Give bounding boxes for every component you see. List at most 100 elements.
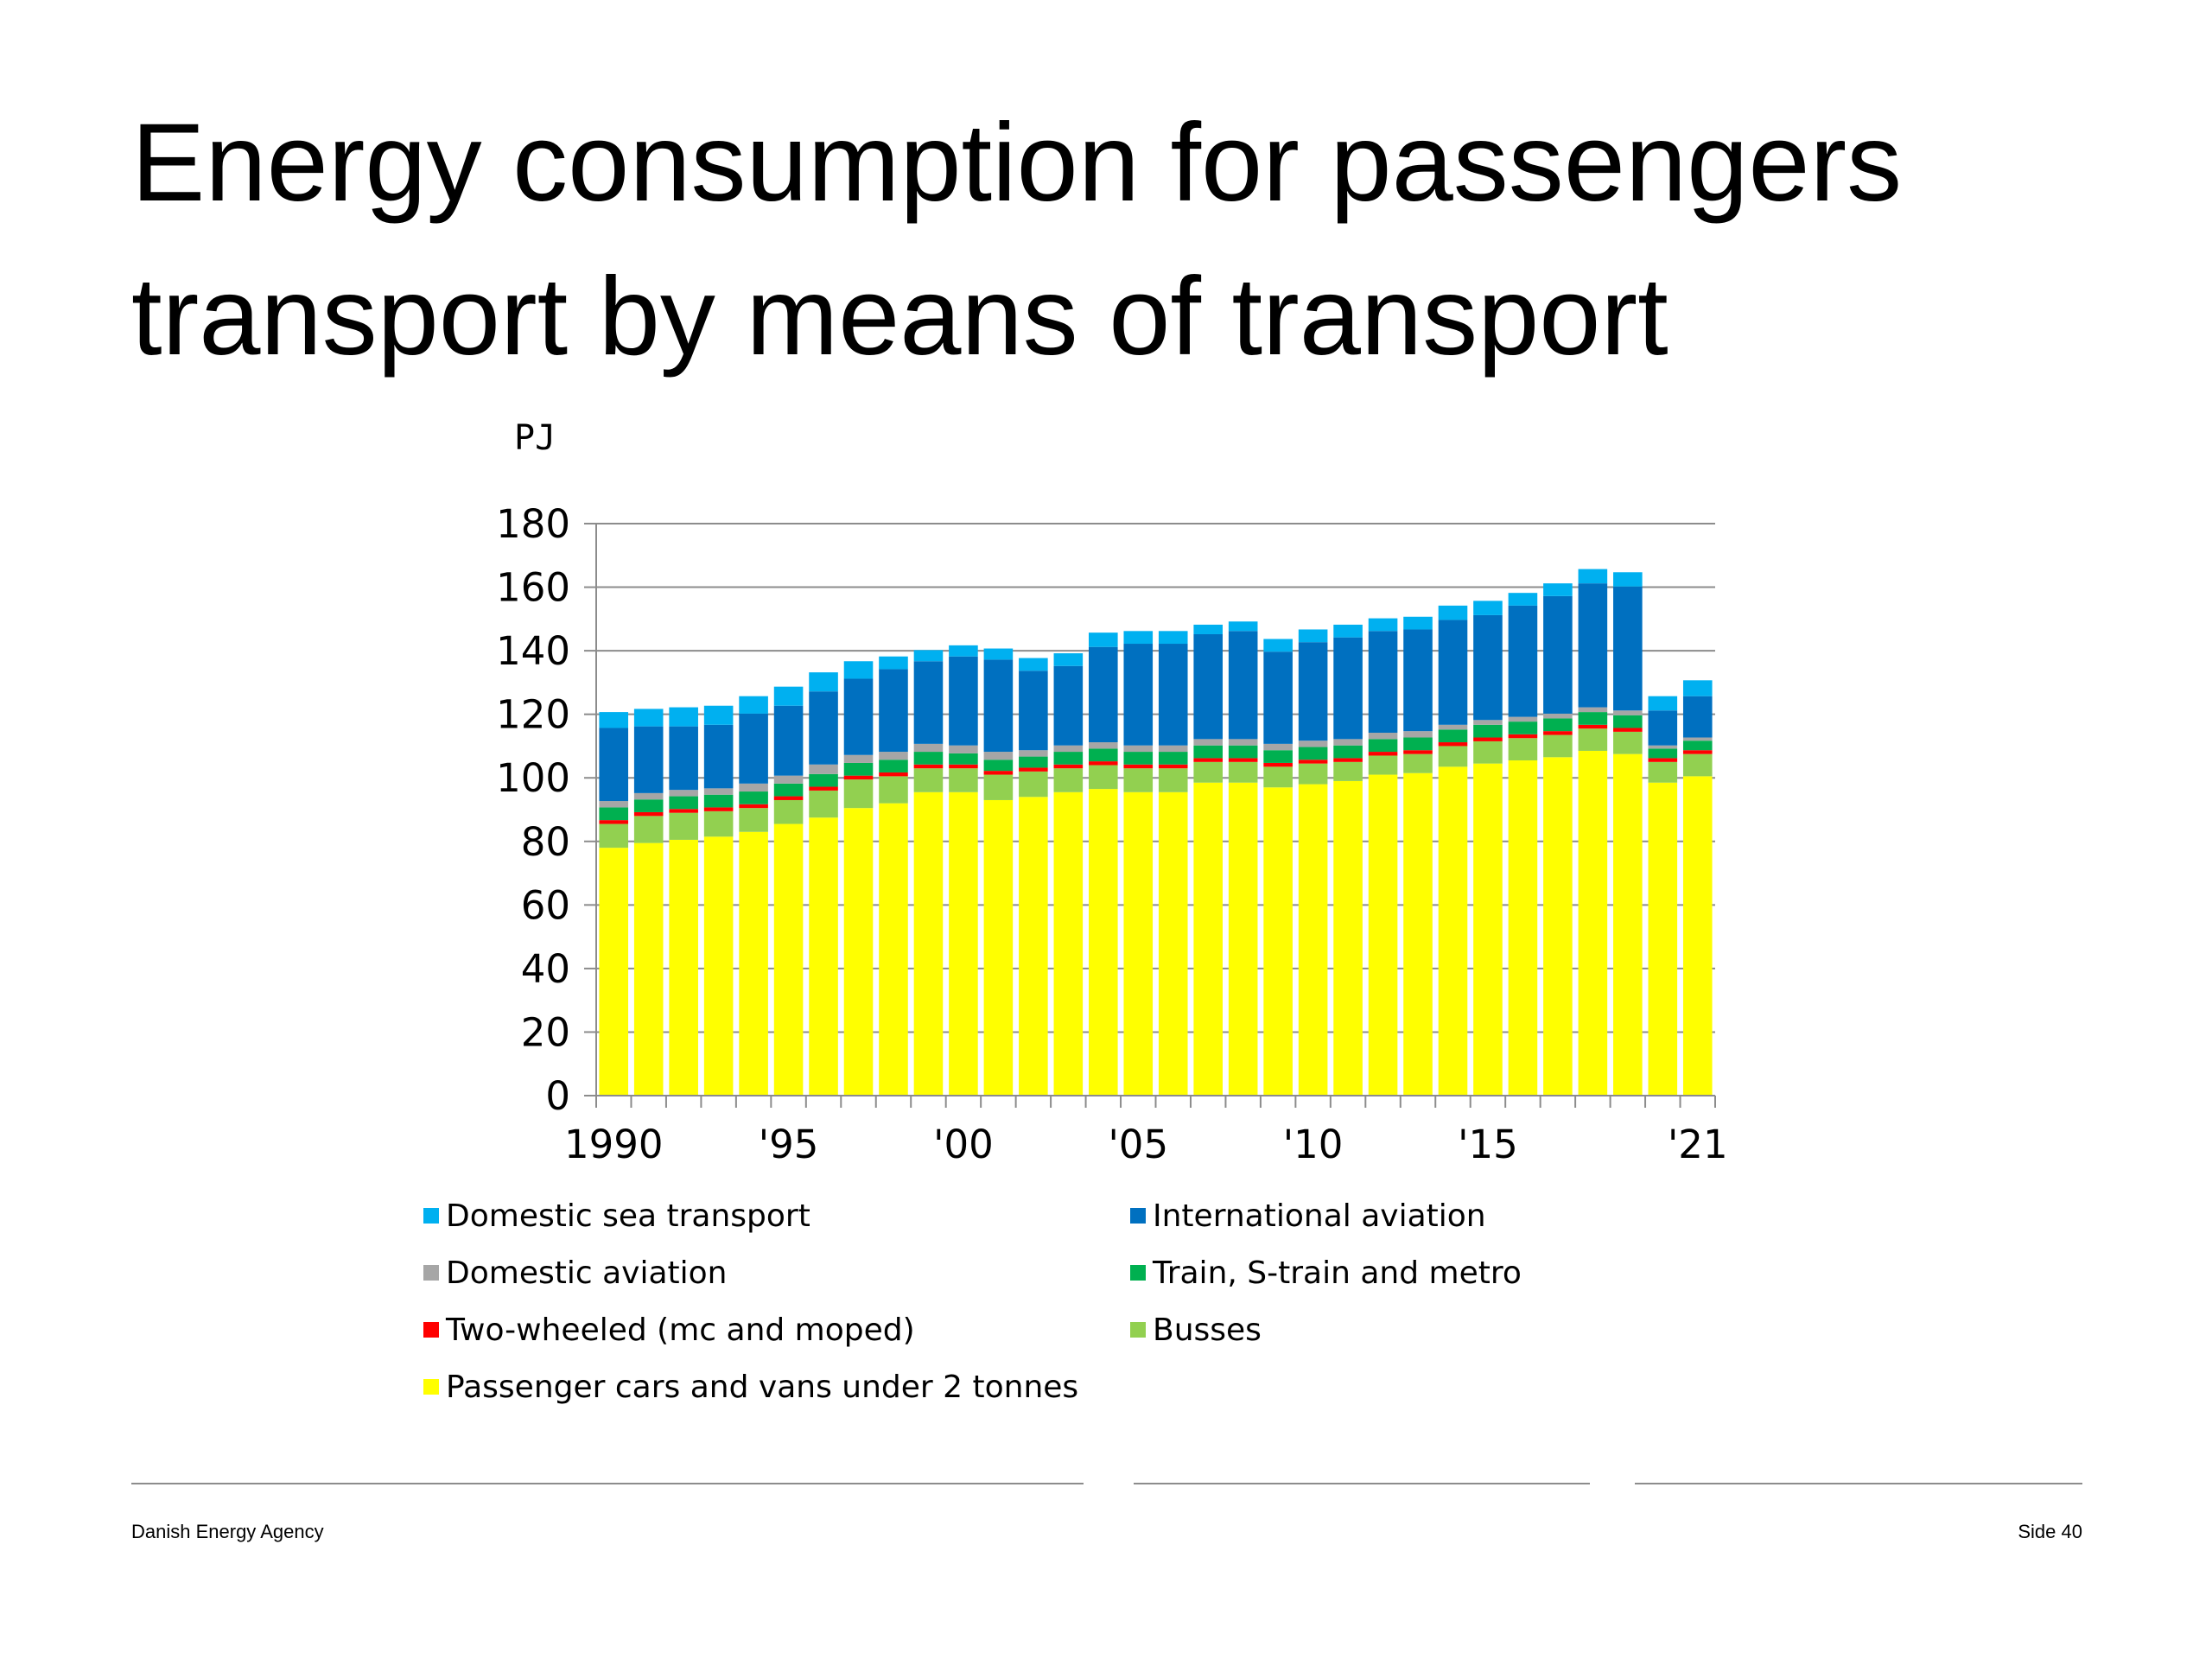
bar-segment — [1648, 782, 1678, 1096]
y-tick-label: 0 — [545, 1073, 570, 1119]
bar-segment — [949, 753, 978, 765]
bar-segment — [1613, 731, 1643, 754]
bar-segment — [1193, 761, 1223, 783]
bar-segment — [1613, 728, 1643, 732]
y-tick-label: 20 — [521, 1009, 570, 1055]
legend-label: International aviation — [1153, 1198, 1486, 1234]
bar-segment — [1123, 752, 1154, 765]
bar-segment — [843, 779, 874, 809]
bar-segment — [1438, 766, 1468, 1096]
bar-segment — [1298, 760, 1328, 764]
bar-segment — [1123, 768, 1154, 792]
bar-segment — [599, 728, 629, 802]
bar-segment — [983, 648, 1014, 660]
bar-segment — [1403, 753, 1433, 773]
bar-segment — [809, 672, 838, 692]
bar-segment — [913, 764, 944, 769]
legend-swatch — [423, 1265, 439, 1281]
bar-segment — [703, 705, 734, 725]
bar-segment — [1473, 720, 1503, 725]
bar-segment — [1089, 748, 1118, 762]
bar-segment — [1019, 767, 1048, 772]
y-tick-label: 100 — [496, 755, 570, 801]
bar-segment — [879, 656, 908, 670]
bar-segment — [1053, 764, 1084, 769]
legend-item: Domestic aviation — [423, 1254, 1130, 1292]
bar-segment — [1613, 753, 1643, 1096]
bar-segment — [1473, 737, 1503, 741]
bar-segment — [1578, 750, 1608, 1096]
bar-segment — [1648, 745, 1678, 749]
bar-segment — [633, 799, 664, 812]
bar-segment — [1613, 572, 1643, 587]
bar-segment — [703, 788, 734, 795]
bar-segment — [1333, 739, 1363, 746]
y-tick-label: 160 — [496, 565, 570, 611]
bar-segment — [773, 686, 804, 706]
bar-segment — [1578, 728, 1608, 751]
bar-segment — [949, 645, 978, 657]
bar-segment — [1438, 620, 1468, 725]
bar-segment — [739, 783, 768, 792]
bar-segment — [1298, 763, 1328, 785]
bar-segment — [703, 810, 734, 837]
bar-segment — [983, 659, 1014, 753]
bar-segment — [1682, 776, 1713, 1096]
bar-segment — [1578, 707, 1608, 713]
bar-segment — [633, 792, 664, 800]
x-tick-label: '00 — [933, 1122, 994, 1167]
legend-item: Busses — [1130, 1311, 1821, 1349]
bar-segment — [949, 656, 978, 746]
bar-segment — [843, 754, 874, 763]
bar-segment — [1508, 721, 1538, 734]
bar-segment — [1438, 729, 1468, 743]
bar-segment — [1298, 741, 1328, 747]
bar-segment — [843, 762, 874, 776]
bar-segment — [773, 705, 804, 776]
bar-segment — [1193, 758, 1223, 762]
bar-segment — [1228, 739, 1258, 746]
bar-segment — [1263, 750, 1293, 763]
bar-segment — [599, 820, 629, 824]
bar-segment — [913, 791, 944, 1096]
bar-segment — [1473, 724, 1503, 738]
chart-labels: 0 20 40 60 80 100 120 140 160 180 PJ 1990 '95 '00 '05 '… — [496, 418, 1727, 1167]
bar-segment — [1333, 637, 1363, 740]
bar-segment — [1543, 718, 1573, 732]
bar-segment — [1158, 752, 1188, 765]
bar-segment — [1298, 784, 1328, 1096]
bar-segment — [1228, 621, 1258, 632]
bar-segment — [1613, 586, 1643, 711]
bar-segment — [879, 772, 908, 777]
x-tick-label: '05 — [1108, 1122, 1168, 1167]
legend-item: Two-wheeled (mc and moped) — [423, 1311, 1130, 1349]
legend-label: Domestic aviation — [446, 1255, 728, 1291]
bar-segment — [879, 752, 908, 760]
footer-organization: Danish Energy Agency — [131, 1521, 324, 1542]
y-tick-label: 120 — [496, 692, 570, 738]
y-tick-label: 80 — [521, 819, 570, 865]
bar-segment — [879, 776, 908, 804]
bar-segment — [1508, 716, 1538, 722]
bar-segment — [773, 799, 804, 824]
legend-label: Train, S-train and metro — [1153, 1255, 1522, 1291]
bar-segment — [879, 669, 908, 753]
bar-segment — [1123, 644, 1154, 746]
bar-segment — [809, 786, 838, 791]
bar-segment — [669, 790, 698, 797]
bar-segment — [599, 801, 629, 808]
bar-segment — [1228, 631, 1258, 740]
bar-segment — [599, 712, 629, 728]
bar-segment — [913, 650, 944, 662]
bar-segment — [809, 764, 838, 774]
bar-segment — [1648, 758, 1678, 762]
y-tick-label: 40 — [521, 946, 570, 992]
bar-segment — [1368, 631, 1398, 733]
bar-segment — [1508, 605, 1538, 717]
legend-label: Domestic sea transport — [446, 1198, 810, 1234]
bar-segment — [1682, 741, 1713, 751]
bar-segment — [1648, 748, 1678, 759]
bar-segment — [1053, 653, 1084, 666]
bar-segment — [633, 709, 664, 727]
bar-segment — [983, 752, 1014, 760]
